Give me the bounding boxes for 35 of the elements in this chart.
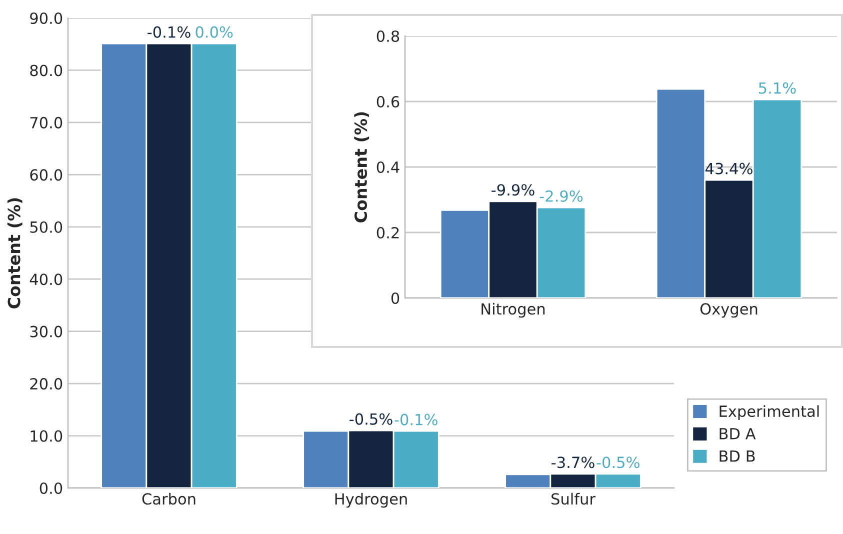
legend-label: Experimental bbox=[720, 405, 819, 420]
y-tick-label: 0 bbox=[391, 292, 400, 304]
x-tick-label: Carbon bbox=[142, 492, 196, 505]
y-tick-label: 0.2 bbox=[376, 226, 399, 239]
y-tick-label: 0.8 bbox=[376, 30, 400, 42]
y-tick-label: 50.0 bbox=[30, 221, 62, 233]
annotation: -0.1% bbox=[394, 414, 438, 426]
annotation: -0.5% bbox=[596, 456, 640, 468]
y-tick-label: 60.0 bbox=[30, 169, 62, 181]
annotation: -0.1% bbox=[148, 26, 190, 38]
x-tick-label: Oxygen bbox=[700, 303, 758, 318]
annotation: -0.5% bbox=[350, 413, 392, 425]
x-tick-label: Nitrogen bbox=[482, 302, 545, 318]
annotation: -3.7% bbox=[552, 456, 594, 468]
annotation: -2.9% bbox=[540, 190, 583, 202]
annotation: 5.1% bbox=[759, 82, 796, 94]
y-tick-label: 0.0 bbox=[40, 482, 62, 494]
annotation: 43.4% bbox=[705, 162, 752, 174]
annotation: -9.9% bbox=[492, 184, 534, 196]
x-tick-label: Sulfur bbox=[552, 492, 596, 505]
y-axis-title: Content (%) bbox=[7, 198, 22, 308]
x-tick-label: Hydrogen bbox=[335, 492, 407, 508]
annotation: 0.0% bbox=[196, 26, 233, 38]
y-tick-label: 10.0 bbox=[30, 430, 62, 442]
legend-label: BD B bbox=[720, 450, 755, 462]
y-tick-label: 80.0 bbox=[30, 64, 62, 76]
y-tick-label: 90.0 bbox=[30, 12, 62, 24]
y-axis-title: Content (%) bbox=[354, 112, 370, 222]
y-tick-label: 0.6 bbox=[376, 96, 400, 108]
legend-label: BD A bbox=[720, 428, 756, 440]
y-tick-label: 30.0 bbox=[30, 326, 62, 338]
y-tick-label: 0.4 bbox=[376, 161, 400, 174]
y-tick-label: 20.0 bbox=[30, 378, 62, 390]
y-tick-label: 40.0 bbox=[30, 274, 62, 286]
y-tick-label: 70.0 bbox=[30, 116, 62, 128]
